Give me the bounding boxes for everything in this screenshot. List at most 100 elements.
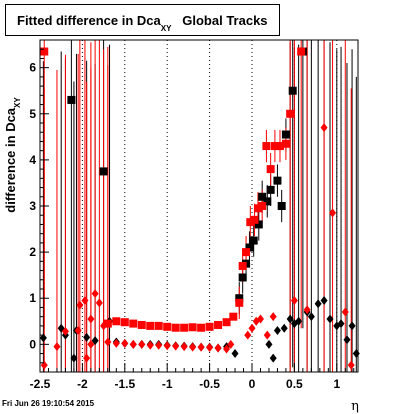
data-point-diamond xyxy=(248,323,256,333)
data-point-square xyxy=(229,312,238,321)
chart-title-box: Fitted difference in DcaXY Global Tracks xyxy=(5,4,280,36)
y-axis-label: difference in DcaXY xyxy=(3,97,22,213)
data-point-diamond xyxy=(256,314,264,324)
data-point-square xyxy=(263,197,272,206)
data-point-square xyxy=(262,142,271,151)
data-point-diamond xyxy=(329,208,337,218)
data-point-diamond xyxy=(87,314,95,324)
data-point-diamond xyxy=(269,312,277,322)
data-point-diamond xyxy=(155,340,163,350)
data-point-diamond xyxy=(348,321,356,331)
data-point-diamond xyxy=(337,319,345,329)
data-point-square xyxy=(253,204,262,213)
data-point-diamond xyxy=(81,296,89,306)
data-point-square xyxy=(286,109,295,118)
data-point-square xyxy=(180,323,189,332)
data-point-diamond xyxy=(341,307,349,317)
chart-title-subscript: XY xyxy=(160,24,172,33)
data-point-diamond xyxy=(53,342,61,352)
data-point-square xyxy=(120,318,129,327)
x-tick-label: -2 xyxy=(77,377,88,391)
data-point-diamond xyxy=(320,123,328,133)
data-point-diamond xyxy=(83,353,91,363)
x-tick-label: 0.5 xyxy=(286,377,303,391)
data-point-diamond xyxy=(180,342,188,352)
y-axis-label-group: difference in DcaXY xyxy=(3,97,22,213)
data-point-square xyxy=(146,321,155,330)
data-point-diamond xyxy=(231,349,239,359)
data-point-diamond xyxy=(163,341,171,351)
data-point-square xyxy=(103,319,112,328)
data-point-diamond xyxy=(244,330,252,340)
data-point-square xyxy=(270,142,279,151)
data-point-diamond xyxy=(214,343,222,353)
data-point-square xyxy=(67,95,76,104)
data-point-square xyxy=(205,322,214,331)
data-point-diamond xyxy=(280,323,288,333)
data-point-diamond xyxy=(61,326,69,336)
data-point-diamond xyxy=(121,338,129,348)
data-point-square xyxy=(112,317,121,326)
y-tick-label: 5 xyxy=(29,107,36,121)
data-point-square xyxy=(249,236,258,245)
x-axis-label: η xyxy=(351,399,359,414)
y-axis: 0 1 2 3 4 5 6 xyxy=(29,39,49,373)
data-point-square xyxy=(197,323,206,332)
x-tick-label: -2.5 xyxy=(30,377,51,391)
data-point-square xyxy=(277,202,286,210)
data-point-diamond xyxy=(352,349,360,359)
data-point-square xyxy=(137,320,146,329)
data-point-diamond xyxy=(104,337,112,347)
data-point-square xyxy=(246,218,255,227)
data-point-square xyxy=(273,176,282,185)
data-point-diamond xyxy=(320,296,328,306)
data-point-square xyxy=(245,243,254,252)
data-point-square xyxy=(171,323,180,332)
x-tick-label: 0 xyxy=(249,377,256,391)
y-tick-label: 6 xyxy=(29,61,36,75)
data-point-diamond xyxy=(172,341,180,351)
x-tick-label: -1 xyxy=(162,377,173,391)
data-point-diamond xyxy=(87,339,95,349)
data-point-diamond xyxy=(189,342,197,352)
data-point-diamond xyxy=(290,319,298,329)
data-point-diamond xyxy=(39,333,47,343)
y-tick-label: 2 xyxy=(29,245,36,259)
timestamp-footer: Fri Jun 26 19:10:54 2015 xyxy=(2,399,95,408)
data-point-diamond xyxy=(76,300,84,310)
data-point-diamond xyxy=(40,360,48,370)
data-point-square xyxy=(258,192,267,201)
data-point-diamond xyxy=(303,305,311,315)
plot-frame xyxy=(39,39,359,373)
x-axis: -2.5 -2 -1.5 -1 -0.5 0 0.5 1 xyxy=(30,363,355,391)
y-tick-label: 0 xyxy=(29,337,36,351)
y-tick-label: 1 xyxy=(29,291,36,305)
data-point-diamond xyxy=(307,312,315,322)
data-point-square xyxy=(258,202,267,210)
data-point-square xyxy=(40,47,49,56)
data-point-diamond xyxy=(223,344,231,354)
chart-title-main: Fitted difference in Dca xyxy=(17,13,161,28)
y-tick-label: 3 xyxy=(29,199,36,213)
data-point-square xyxy=(99,167,108,176)
chart-title: Fitted difference in DcaXY Global Tracks xyxy=(17,13,268,33)
x-tick-label: 1 xyxy=(333,377,340,391)
data-point-square xyxy=(297,47,306,56)
data-point-diamond xyxy=(263,330,271,340)
data-point-square xyxy=(266,165,275,174)
data-point-diamond xyxy=(129,339,137,349)
data-point-square xyxy=(154,321,163,330)
data-point-diamond xyxy=(91,336,99,346)
data-point-square xyxy=(214,320,223,329)
data-point-diamond xyxy=(326,314,334,324)
x-tick-label: -1.5 xyxy=(114,377,135,391)
x-tick-label: -0.5 xyxy=(199,377,220,391)
data-point-diamond xyxy=(91,289,99,299)
data-point-diamond xyxy=(343,335,351,345)
y-tick-label: 4 xyxy=(29,153,36,167)
data-point-diamond xyxy=(290,296,298,306)
data-point-square xyxy=(235,294,244,303)
data-point-diamond xyxy=(273,326,281,335)
data-point-square xyxy=(238,261,247,270)
